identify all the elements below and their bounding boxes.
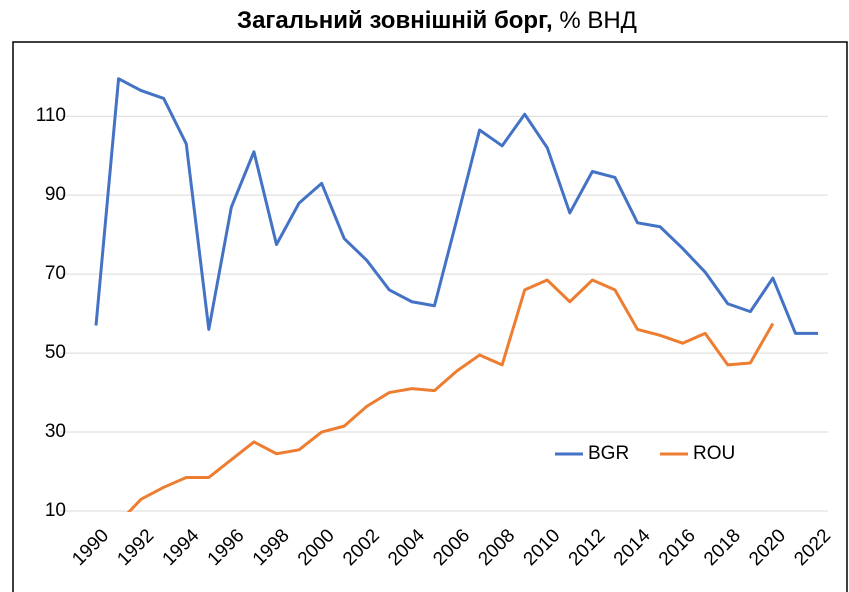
- x-tick-label: 2010: [520, 525, 565, 570]
- chart-title: Загальний зовнішній борг,: [237, 7, 553, 34]
- plot-area: [94, 77, 818, 512]
- x-tick-label: 2004: [384, 525, 429, 570]
- legend-label: BGR: [588, 443, 629, 464]
- x-tick-label: 2002: [339, 525, 384, 570]
- chart-heading: Загальний зовнішній борг, % ВНД: [237, 7, 637, 34]
- x-tick-label: 1994: [159, 525, 204, 570]
- chart-frame: [12, 41, 848, 592]
- x-tick-label: 2016: [655, 525, 700, 570]
- y-tick-label: 30: [45, 421, 66, 442]
- x-tick-label: 1992: [113, 525, 158, 570]
- y-tick-label: 50: [45, 342, 66, 363]
- x-tick-label: 2020: [745, 525, 790, 570]
- y-tick-label: 90: [45, 184, 66, 205]
- x-tick-label: 2006: [429, 525, 474, 570]
- y-tick-label: 110: [36, 105, 66, 126]
- y-tick-label: 10: [45, 500, 66, 521]
- x-tick-label: 1996: [204, 525, 249, 570]
- x-tick-label: 1998: [249, 525, 294, 570]
- x-tick-label: 1990: [68, 525, 113, 570]
- legend-label: ROU: [693, 443, 735, 464]
- data-line: [126, 278, 775, 512]
- data-line: [94, 77, 818, 335]
- x-tick-label: 2012: [565, 525, 610, 570]
- x-tick-label: 2000: [294, 525, 339, 570]
- x-tick-label: 2014: [610, 525, 655, 570]
- x-tick-label: 2022: [790, 525, 835, 570]
- x-tick-label: 2018: [700, 525, 745, 570]
- y-tick-label: 70: [45, 263, 66, 284]
- chart-subtitle: % ВНД: [559, 7, 637, 34]
- x-tick-label: 2008: [474, 525, 519, 570]
